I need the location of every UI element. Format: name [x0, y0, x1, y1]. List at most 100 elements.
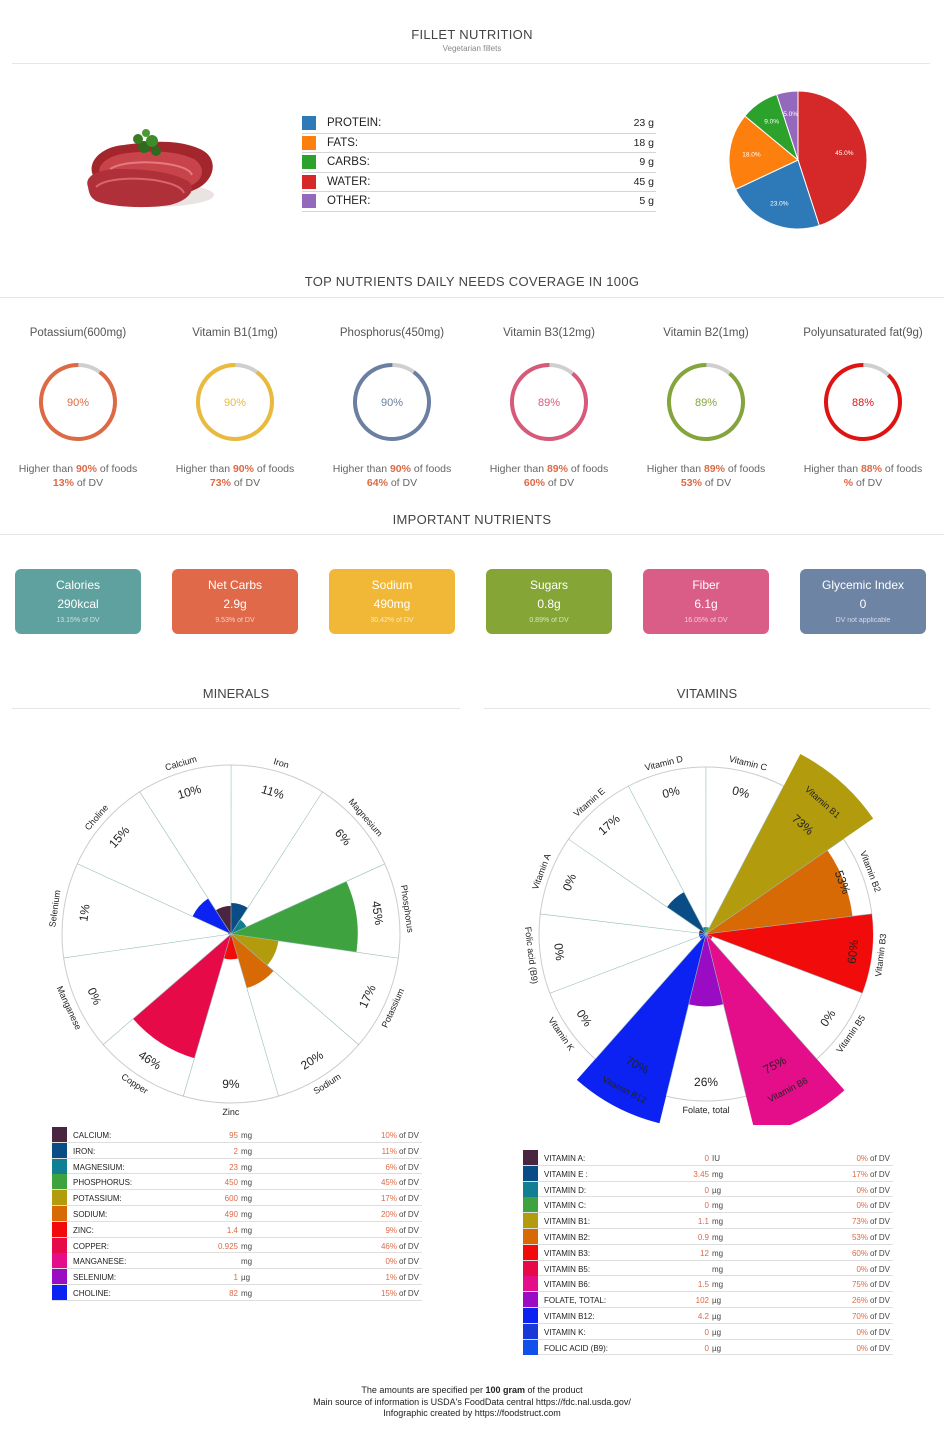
nutrient-card: Calories 290kcal 13.15% of DV — [15, 569, 141, 634]
footer: The amounts are specified per 100 gram o… — [0, 1385, 944, 1420]
nutrient-name: VITAMIN B3: — [544, 1248, 591, 1258]
nutrient-row: CALCIUM: 95 mg 10% of DV — [52, 1127, 422, 1143]
nutrient-dv-label: of DV — [399, 1178, 420, 1188]
nutrient-row: CHOLINE: 82 mg 15% of DV — [52, 1284, 422, 1301]
coverage-percent: 90% — [381, 397, 403, 409]
nutrient-amount: 102 — [695, 1296, 709, 1306]
nutrient-unit: mg — [241, 1241, 253, 1251]
nutrient-name: ZINC: — [73, 1225, 94, 1235]
nutrient-dv-label: of DV — [870, 1264, 891, 1274]
card-value: 6.1g — [694, 597, 718, 611]
category-label: Phosphorus — [399, 884, 416, 933]
rank-text: Higher than 88% of foods — [803, 463, 923, 475]
nutrient-name: FOLATE, TOTAL: — [544, 1296, 607, 1306]
footer-line-3: Infographic created by https://foodstruc… — [383, 1408, 561, 1418]
card-value: 0.8g — [537, 597, 561, 611]
color-swatch — [52, 1158, 67, 1174]
nutrient-name: SODIUM: — [73, 1209, 108, 1219]
nutrient-unit: mg — [241, 1288, 253, 1298]
nutrient-amount: 1.5 — [697, 1280, 709, 1290]
color-swatch — [523, 1181, 538, 1197]
coverage-percent: 90% — [224, 397, 246, 409]
nutrient-dv-percent: 11% — [381, 1146, 397, 1156]
nutrient-unit: µg — [712, 1185, 722, 1195]
nutrient-dv-percent: 53% — [851, 1232, 868, 1242]
nutrient-dv-label: of DV — [870, 1248, 891, 1258]
macro-name: WATER: — [327, 175, 371, 188]
nutrient-dv-label: of DV — [399, 1162, 420, 1172]
dv-text: 13% of DV — [52, 477, 104, 489]
coverage-ring: 90% — [192, 359, 278, 445]
bar-vitamin-b1 — [706, 754, 874, 934]
color-swatch — [523, 1292, 538, 1308]
divider — [0, 297, 944, 298]
page-title: FILLET NUTRITION — [411, 27, 533, 42]
nutrient-dv-label: of DV — [870, 1327, 891, 1337]
nutrient-name: COPPER: — [73, 1241, 110, 1251]
nutrient-unit: mg — [241, 1225, 253, 1235]
color-swatch — [52, 1174, 67, 1190]
nutrient-dv-label: of DV — [399, 1225, 420, 1235]
card-value: 0 — [859, 597, 867, 611]
grid-line — [568, 838, 707, 935]
nutrient-dv-percent: 0% — [856, 1185, 868, 1195]
card-value: 2.9g — [223, 597, 247, 611]
pie-label: 5.0% — [783, 111, 798, 118]
nutrient-row: VITAMIN A: 0 IU 0% of DV — [523, 1150, 893, 1166]
nutrient-dv-label: of DV — [399, 1257, 420, 1267]
nutrient-row: MANGANESE: mg 0% of DV — [52, 1253, 422, 1270]
nutrient-unit: µg — [712, 1343, 722, 1353]
category-label: Vitamin B3 — [873, 933, 888, 977]
nutrient-amount: 82 — [229, 1288, 238, 1298]
nutrient-coverage-item: Polyunsaturated fat(9g) 88% Higher than 88… — [788, 327, 938, 489]
card-dv: 16.05% of DV — [684, 617, 728, 624]
nutrient-unit: mg — [712, 1232, 724, 1242]
nutrient-amount: 95 — [229, 1131, 238, 1140]
coverage-percent: 89% — [695, 397, 717, 409]
nutrient-row: VITAMIN C: 0 mg 0% of DV — [523, 1197, 893, 1214]
card-dv: 0.89% of DV — [529, 617, 569, 624]
macro-value: 9 g — [639, 156, 654, 168]
nutrient-name: VITAMIN B1: — [544, 1217, 591, 1227]
grid-line — [63, 933, 232, 959]
nutrient-dv-percent: 20% — [380, 1209, 397, 1219]
pie-slice-other — [776, 90, 799, 161]
nutrient-name: PHOSPHORUS: — [73, 1178, 133, 1188]
color-swatch — [523, 1213, 538, 1229]
card-dv: 13.15% of DV — [56, 617, 100, 624]
dv-text: 64% of DV — [366, 477, 418, 489]
bar-value-label: 60% — [845, 939, 862, 965]
nutrient-amount: 1 — [233, 1273, 238, 1283]
card-label: Sodium — [371, 578, 413, 592]
nutrient-dv-label: of DV — [870, 1217, 891, 1227]
grid-line — [183, 933, 232, 1097]
nutrient-dv-label: of DV — [399, 1146, 420, 1156]
bar-phosphorus — [231, 881, 358, 953]
dv-text: 73% of DV — [209, 477, 261, 489]
macro-name: PROTEIN: — [327, 117, 382, 129]
bar-vitamin-b5 — [706, 934, 713, 940]
minerals-table: CALCIUM: 95 mg 10% of DV IRON: 2 mg 11% of DV MAGN… — [52, 1127, 422, 1301]
dv-text: 60% of DV — [523, 477, 575, 489]
grid-line — [705, 933, 747, 1097]
nutrient-amount: 0 — [704, 1201, 709, 1211]
nutrient-dv-percent: 15% — [380, 1288, 397, 1298]
card-value: 490mg — [373, 597, 411, 611]
nutrient-dv-percent: 0% — [856, 1201, 868, 1211]
category-label: Folic acid (B9) — [523, 926, 540, 984]
nutrient-dv-label: of DV — [870, 1311, 891, 1321]
color-swatch — [523, 1197, 538, 1213]
nutrient-unit: mg — [241, 1131, 253, 1140]
nutrient-name: Potassium(600mg) — [29, 327, 127, 339]
nutrient-amount: 1.1 — [697, 1217, 709, 1227]
nutrient-row: VITAMIN E : 3.45 mg 17% of DV — [523, 1165, 893, 1182]
grid-line — [230, 933, 399, 959]
nutrient-unit: mg — [712, 1280, 724, 1290]
nutrient-unit: mg — [712, 1169, 724, 1179]
nutrient-card: Net Carbs 2.9g 9.53% of DV — [172, 569, 298, 634]
grid-line — [230, 933, 279, 1097]
nutrient-name: VITAMIN C: — [544, 1201, 587, 1211]
nutrient-unit: µg — [712, 1296, 722, 1306]
fillet-photo — [87, 129, 214, 208]
